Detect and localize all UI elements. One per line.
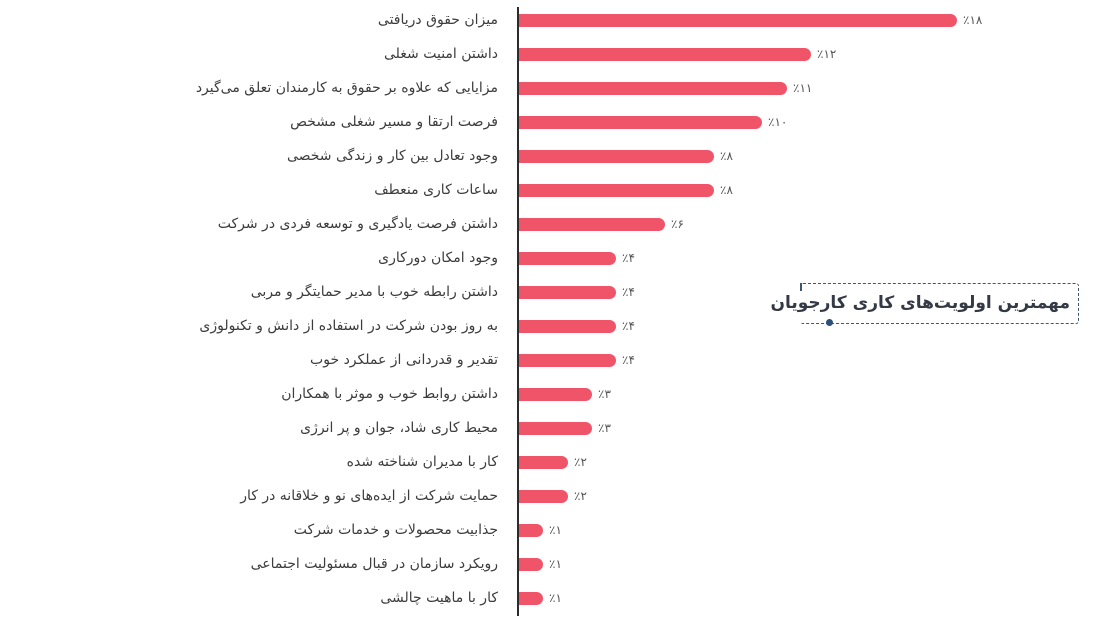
value-label: ٪۳ xyxy=(598,387,611,401)
category-label: داشتن فرصت یادگیری و توسعه فردی در شرکت xyxy=(217,216,498,232)
bar xyxy=(519,388,592,401)
value-label: ٪۱ xyxy=(549,557,562,571)
bar xyxy=(519,14,957,27)
title-dot-icon xyxy=(826,319,833,326)
chart-row: وجود تعادل بین کار و زندگی شخصی ٪۸ xyxy=(0,139,1117,173)
category-label: فرصت ارتقا و مسیر شغلی مشخص xyxy=(290,114,498,130)
category-label: داشتن رابطه خوب با مدیر حمایتگر و مربی xyxy=(250,284,498,300)
category-label: وجود تعادل بین کار و زندگی شخصی xyxy=(286,148,498,164)
bar xyxy=(519,150,714,163)
chart-row: فرصت ارتقا و مسیر شغلی مشخص ٪۱۰ xyxy=(0,105,1117,139)
title-frame xyxy=(800,283,1079,324)
category-label: کار با ماهیت چالشی xyxy=(380,590,498,606)
value-label: ٪۸ xyxy=(720,149,733,163)
chart-row: مزایایی که علاوه بر حقوق به کارمندان تعل… xyxy=(0,71,1117,105)
category-label: رویکرد سازمان در قبال مسئولیت اجتماعی xyxy=(250,556,498,572)
value-label: ٪۴ xyxy=(622,353,635,367)
chart-title: مهمترین اولویت‌های کاری کارجویان xyxy=(770,293,1070,313)
chart-row: میزان حقوق دریافتی ٪۱۸ xyxy=(0,3,1117,37)
value-label: ٪۱ xyxy=(549,591,562,605)
category-label: مزایایی که علاوه بر حقوق به کارمندان تعل… xyxy=(195,80,498,96)
bar xyxy=(519,82,787,95)
bar xyxy=(519,422,592,435)
category-label: وجود امکان دورکاری xyxy=(378,250,498,266)
category-label: کار با مدیران شناخته شده xyxy=(346,454,498,470)
category-label: محیط کاری شاد، جوان و پر انرژی xyxy=(300,420,498,436)
bar xyxy=(519,456,568,469)
category-label: جذابیت محصولات و خدمات شرکت xyxy=(293,522,498,538)
value-label: ٪۳ xyxy=(598,421,611,435)
value-label: ٪۱ xyxy=(549,523,562,537)
chart-row: به روز بودن شرکت در استفاده از دانش و تک… xyxy=(0,309,1117,343)
category-label: حمایت شرکت از ایده‌های نو و خلاقانه در ک… xyxy=(240,488,498,504)
chart-row: داشتن فرصت یادگیری و توسعه فردی در شرکت ٪… xyxy=(0,207,1117,241)
value-label: ٪۴ xyxy=(622,319,635,333)
value-label: ٪۱۱ xyxy=(793,81,813,95)
category-label: داشتن روابط خوب و موثر با همکاران xyxy=(281,386,498,402)
value-label: ٪۱۲ xyxy=(817,47,837,61)
bar xyxy=(519,184,714,197)
chart-row: کار با مدیران شناخته شده ٪۲ xyxy=(0,445,1117,479)
bar xyxy=(519,558,543,571)
value-label: ٪۲ xyxy=(574,489,587,503)
bar xyxy=(519,320,616,333)
chart-row: کار با ماهیت چالشی ٪۱ xyxy=(0,581,1117,615)
category-label: تقدیر و قدردانی از عملکرد خوب xyxy=(310,352,498,368)
chart-row: ساعات کاری منعطف ٪۸ xyxy=(0,173,1117,207)
chart-row: محیط کاری شاد، جوان و پر انرژی ٪۳ xyxy=(0,411,1117,445)
category-label: ساعات کاری منعطف xyxy=(374,182,498,198)
value-label: ٪۸ xyxy=(720,183,733,197)
value-label: ٪۱۸ xyxy=(963,13,983,27)
category-label: داشتن امنیت شغلی xyxy=(383,46,498,62)
title-frame-tick xyxy=(800,283,802,291)
chart-row: وجود امکان دورکاری ٪۴ xyxy=(0,241,1117,275)
value-label: ٪۱۰ xyxy=(768,115,788,129)
chart-row: حمایت شرکت از ایده‌های نو و خلاقانه در ک… xyxy=(0,479,1117,513)
bar xyxy=(519,592,543,605)
chart-row: جذابیت محصولات و خدمات شرکت ٪۱ xyxy=(0,513,1117,547)
category-label: به روز بودن شرکت در استفاده از دانش و تک… xyxy=(199,318,498,334)
category-label: میزان حقوق دریافتی xyxy=(377,12,498,28)
value-label: ٪۴ xyxy=(622,285,635,299)
value-label: ٪۶ xyxy=(671,217,684,231)
chart-row: تقدیر و قدردانی از عملکرد خوب ٪۴ xyxy=(0,343,1117,377)
bar xyxy=(519,252,616,265)
bar xyxy=(519,286,616,299)
bar xyxy=(519,354,616,367)
value-label: ٪۲ xyxy=(574,455,587,469)
chart-row: رویکرد سازمان در قبال مسئولیت اجتماعی ٪۱ xyxy=(0,547,1117,581)
bar xyxy=(519,218,665,231)
bar xyxy=(519,524,543,537)
chart-row: داشتن امنیت شغلی ٪۱۲ xyxy=(0,37,1117,71)
bar xyxy=(519,116,762,129)
bar xyxy=(519,490,568,503)
chart-row: داشتن روابط خوب و موثر با همکاران ٪۳ xyxy=(0,377,1117,411)
bar xyxy=(519,48,811,61)
value-label: ٪۴ xyxy=(622,251,635,265)
chart-row: داشتن رابطه خوب با مدیر حمایتگر و مربی ٪۴ xyxy=(0,275,1117,309)
y-axis-line xyxy=(517,7,519,616)
